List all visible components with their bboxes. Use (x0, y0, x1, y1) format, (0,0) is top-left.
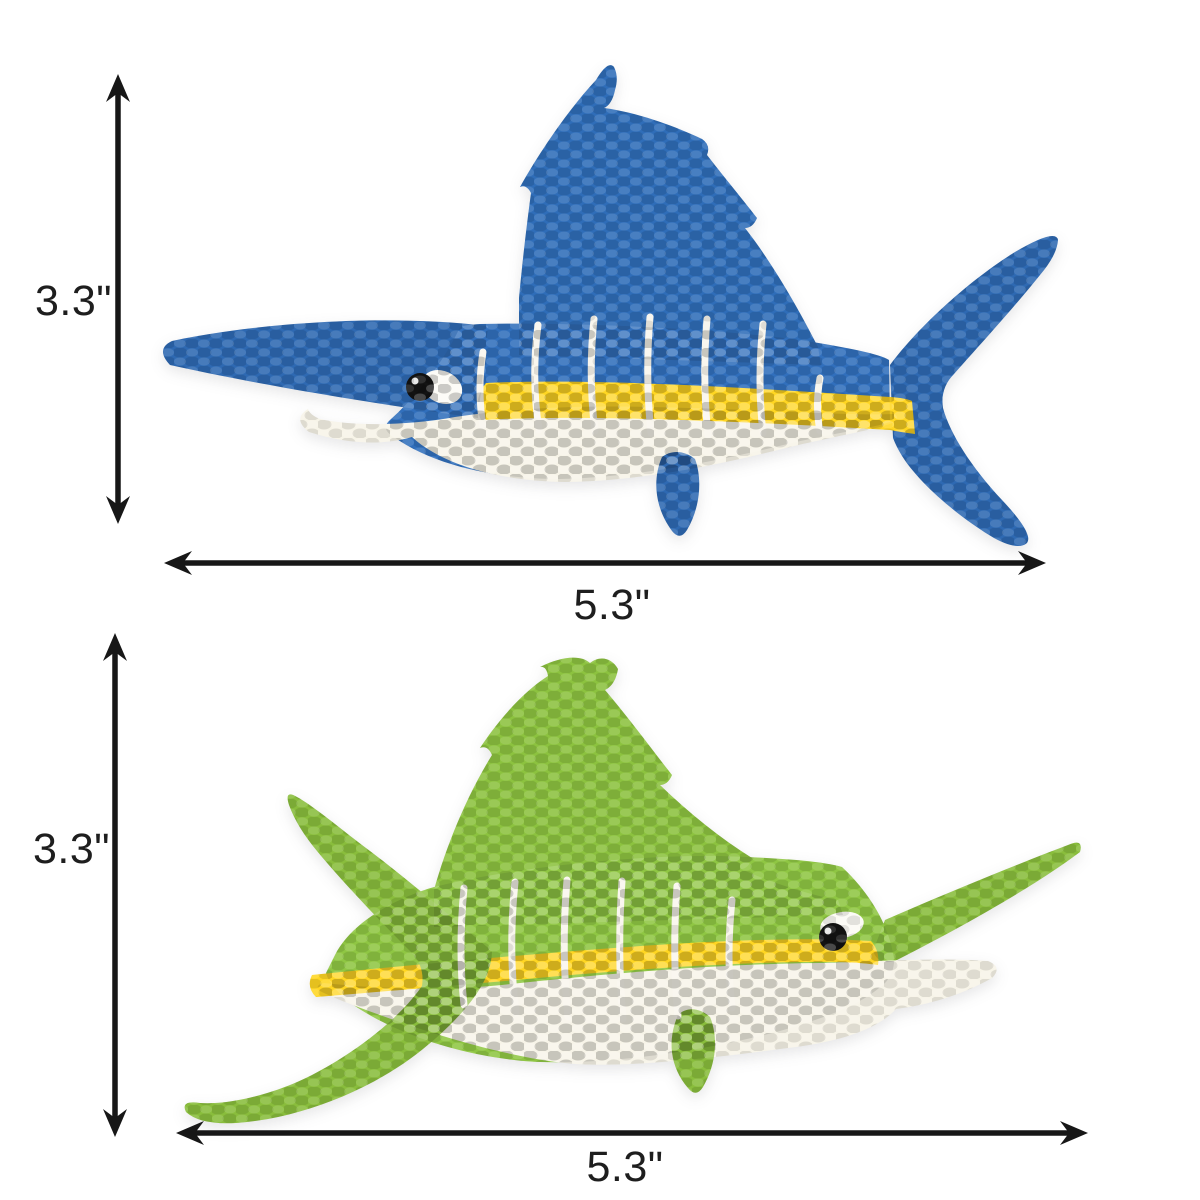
arrowhead-left-icon (164, 551, 192, 575)
arrowhead-up-icon (106, 74, 130, 102)
green-sailfish-photo (184, 657, 1081, 1124)
crochet-texture-overlay (184, 657, 1081, 1124)
blue-fish-width-label: 5.3" (573, 581, 651, 629)
arrowhead-right-icon (1018, 551, 1046, 575)
blue-fish-width-arrow-icon (164, 551, 1046, 575)
blue-fish-height-label: 3.3" (34, 277, 112, 325)
crochet-texture-overlay (162, 65, 1058, 547)
green-fish-width-label: 5.3" (586, 1143, 664, 1191)
green-fish-height-label: 3.3" (32, 825, 110, 873)
arrowhead-down-icon (103, 1109, 127, 1137)
arrowhead-down-icon (106, 496, 130, 524)
green-fish-width-arrow-icon (176, 1121, 1088, 1145)
green-fish-height-arrow-icon (103, 633, 127, 1137)
blue-fish-height-arrow-icon (106, 74, 130, 524)
arrowhead-up-icon (103, 633, 127, 661)
blue-sailfish-photo (162, 65, 1058, 547)
arrowhead-left-icon (176, 1121, 204, 1145)
arrowhead-right-icon (1060, 1121, 1088, 1145)
